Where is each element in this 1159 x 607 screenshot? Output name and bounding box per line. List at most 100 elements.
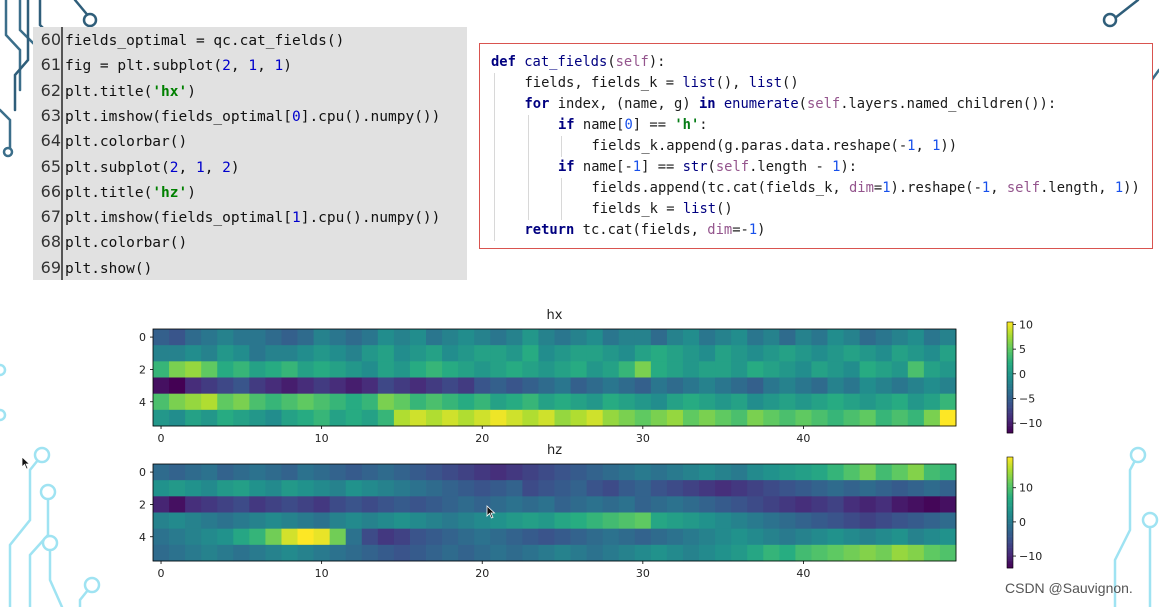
code-token: def bbox=[491, 54, 525, 70]
code-token: 1 bbox=[195, 159, 205, 176]
code-token: , bbox=[178, 159, 196, 176]
code-token: .length - bbox=[749, 159, 833, 175]
line-number: 63 bbox=[40, 105, 61, 125]
code-line: 63 plt.imshow(fields_optimal[0].cpu().num… bbox=[33, 103, 441, 128]
code-line: 62 plt.title('hx') bbox=[33, 78, 196, 103]
code-token: 1 bbox=[748, 222, 758, 238]
code-text: fig = plt.subplot(2, 1, 1) bbox=[61, 58, 292, 74]
line-number: 66 bbox=[40, 181, 61, 201]
code-token: , bbox=[230, 58, 249, 75]
code-text: plt.colorbar() bbox=[61, 235, 187, 251]
code-token: enumerate bbox=[723, 96, 799, 112]
code-token: )) bbox=[1123, 180, 1140, 196]
line-number: 64 bbox=[40, 131, 61, 151]
code-line: fields_k = list() bbox=[592, 199, 733, 220]
code-token: fields.append(tc.cat(fields_k, bbox=[591, 180, 849, 196]
indent-guide bbox=[561, 136, 562, 157]
code-line: fields, fields_k = list(), list() bbox=[525, 73, 799, 94]
code-line: 66 plt.title('hz') bbox=[33, 179, 196, 204]
code-token: plt.imshow(fields_optimal[ bbox=[65, 210, 292, 227]
line-number: 61 bbox=[40, 55, 61, 75]
code-token: dim bbox=[849, 180, 874, 196]
code-token: tc.cat(fields, bbox=[582, 222, 708, 238]
code-token: in bbox=[698, 96, 724, 112]
code-token: fields, fields_k = bbox=[524, 75, 683, 91]
line-number: 62 bbox=[40, 80, 61, 100]
code-token: = bbox=[873, 180, 883, 196]
code-token: fig = plt.subplot( bbox=[65, 58, 223, 75]
code-token: if bbox=[558, 159, 583, 175]
code-token: ( bbox=[607, 54, 616, 70]
code-line: if name[0] == 'h': bbox=[558, 115, 708, 136]
code-token: index, (name, g) bbox=[557, 96, 699, 112]
code-line: 65 plt.subplot(2, 1, 2) bbox=[33, 154, 240, 179]
code-token: () bbox=[716, 201, 733, 217]
code-token: self bbox=[806, 96, 841, 112]
code-token: plt.show() bbox=[65, 260, 153, 277]
code-token: name[ bbox=[582, 117, 625, 133]
code-token: ] == bbox=[632, 117, 675, 133]
code-token: 1 bbox=[248, 58, 258, 75]
code-token: 1 bbox=[932, 138, 941, 154]
code-token: list bbox=[682, 201, 717, 217]
code-token: 1 bbox=[632, 159, 642, 175]
mouse-cursor-icon bbox=[21, 456, 31, 470]
mouse-cursor-icon bbox=[486, 505, 496, 519]
code-line: if name[-1] == str(self.length - 1): bbox=[558, 157, 857, 178]
code-token: 1 bbox=[274, 58, 284, 75]
line-number-gutter bbox=[61, 27, 63, 280]
code-token: ].cpu().numpy()) bbox=[300, 108, 441, 125]
code-token: 2 bbox=[222, 58, 231, 75]
code-token: list bbox=[682, 75, 716, 91]
code-text: plt.show() bbox=[61, 261, 152, 277]
code-token: ): bbox=[840, 159, 858, 175]
code-token: plt.colorbar() bbox=[65, 134, 188, 151]
code-token: 0 bbox=[624, 117, 633, 133]
code-token: fields_k.append(g.paras.data.reshape(- bbox=[591, 138, 908, 154]
code-token: , bbox=[204, 159, 223, 176]
code-token: plt.colorbar() bbox=[65, 235, 188, 252]
code-token: : bbox=[699, 117, 708, 133]
code-token: cat_fields bbox=[524, 54, 608, 70]
code-token: )) bbox=[940, 138, 958, 154]
code-token: plt.subplot( bbox=[65, 159, 170, 176]
code-token: plt.imshow(fields_optimal[ bbox=[65, 108, 292, 125]
code-token: ): bbox=[648, 54, 666, 70]
code-token: if bbox=[558, 117, 583, 133]
code-line: return tc.cat(fields, dim=-1) bbox=[525, 220, 766, 241]
code-line: 60 fields_optimal = qc.cat_fields() bbox=[33, 27, 345, 52]
code-token: 'h' bbox=[674, 117, 700, 133]
code-line: 68 plt.colorbar() bbox=[33, 229, 188, 254]
code-token: 1 bbox=[981, 180, 991, 196]
code-text: plt.subplot(2, 1, 2) bbox=[61, 160, 240, 176]
code-text: plt.title('hx') bbox=[61, 84, 196, 100]
line-number: 65 bbox=[40, 156, 61, 176]
code-token: str bbox=[682, 159, 708, 175]
code-token: , bbox=[990, 180, 1007, 196]
code-token: list bbox=[748, 75, 783, 91]
code-text: plt.title('hz') bbox=[61, 185, 196, 201]
code-text: fields_optimal = qc.cat_fields() bbox=[61, 33, 344, 49]
code-token: 1 bbox=[1114, 180, 1124, 196]
indent-guide bbox=[494, 73, 495, 241]
indent-guide bbox=[527, 115, 529, 220]
code-token: ) bbox=[187, 83, 196, 100]
code-token: ( bbox=[798, 96, 807, 112]
code-token: 1 bbox=[291, 210, 301, 227]
code-text: plt.imshow(fields_optimal[1].cpu().numpy… bbox=[61, 210, 440, 226]
code-token: 2 bbox=[222, 159, 231, 176]
code-token: 0 bbox=[291, 108, 301, 125]
watermark: CSDN @Sauvignon. bbox=[1005, 580, 1133, 596]
code-token: self bbox=[615, 54, 649, 70]
code-token: 1 bbox=[907, 138, 916, 154]
code-line: fields.append(tc.cat(fields_k, dim=1).re… bbox=[592, 178, 1140, 199]
code-token: 2 bbox=[169, 159, 179, 176]
code-token: .layers.named_children()): bbox=[840, 96, 1057, 112]
code-snippet-left: 60 fields_optimal = qc.cat_fields() 61 fig … bbox=[33, 27, 467, 280]
code-text: plt.imshow(fields_optimal[0].cpu().numpy… bbox=[61, 109, 440, 125]
code-token: ) bbox=[283, 58, 293, 75]
code-token: return bbox=[524, 222, 583, 238]
code-line: fields_k.append(g.paras.data.reshape(-1,… bbox=[592, 136, 958, 157]
code-token: self bbox=[1006, 180, 1041, 196]
